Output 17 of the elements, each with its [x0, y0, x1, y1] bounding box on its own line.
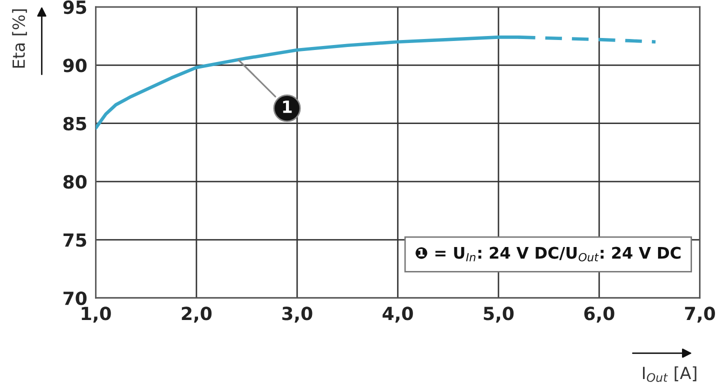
y-axis-title: Eta [%] — [12, 9, 27, 68]
y-tick-label: 95 — [63, 0, 86, 14]
y-tick-label: 80 — [63, 175, 87, 189]
x-tick-label: 2,0 — [182, 306, 212, 323]
x-axis-title: I$_{Out}$ [A] — [642, 366, 696, 382]
y-tick-label: 70 — [64, 291, 87, 306]
annotation: ❶ = U$_{In}$: 24 V DC/U$_{Out}$: 24 V DC — [416, 246, 681, 262]
x-tick-label: 5,0 — [484, 306, 514, 323]
x-tick-label: 3,0 — [282, 306, 312, 323]
y-tick-label: 85 — [63, 116, 86, 130]
y-tick-label: 90 — [63, 58, 87, 72]
x-tick-label: 7,0 — [685, 306, 715, 323]
y-tick-label: 75 — [64, 233, 86, 247]
x-tick-label: 1,0 — [82, 306, 111, 323]
x-tick-label: 6,0 — [584, 306, 614, 323]
annotation: 1 — [283, 100, 292, 113]
x-tick-label: 4,0 — [382, 306, 413, 323]
